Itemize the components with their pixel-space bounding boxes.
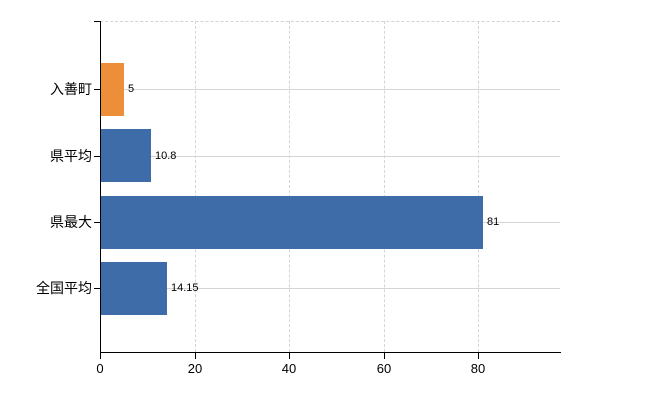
x-tick: [384, 353, 385, 359]
x-tick: [195, 353, 196, 359]
bar-県最大: [100, 196, 483, 249]
y-axis-line: [100, 21, 101, 352]
x-tick: [289, 353, 290, 359]
value-label: 10.8: [155, 150, 177, 162]
horizontal-gridline: [100, 288, 560, 289]
y-tick: [94, 21, 100, 22]
category-label: 入善町: [50, 81, 92, 97]
y-tick: [94, 156, 100, 157]
y-tick: [94, 222, 100, 223]
x-tick-label: 0: [96, 361, 104, 376]
x-tick-label: 20: [187, 361, 203, 376]
x-tick: [478, 353, 479, 359]
value-label: 5: [128, 83, 135, 95]
category-label: 県平均: [50, 148, 92, 164]
y-tick: [94, 89, 100, 90]
plot-top-border: [100, 21, 560, 22]
bar-全国平均: [100, 262, 167, 315]
x-axis-line: [100, 352, 561, 353]
vertical-gridline: [478, 21, 479, 352]
vertical-gridline: [289, 21, 290, 352]
x-tick-label: 80: [470, 361, 486, 376]
x-tick: [100, 353, 101, 359]
y-tick: [94, 288, 100, 289]
category-label: 県最大: [50, 214, 92, 230]
plot-area: 5 10.8 81 14.15: [100, 21, 560, 352]
x-tick-label: 60: [376, 361, 392, 376]
bar-入善町: [100, 63, 124, 116]
value-label: 81: [487, 216, 500, 228]
x-tick-label: 40: [281, 361, 297, 376]
value-label: 14.15: [171, 282, 199, 294]
horizontal-gridline: [100, 156, 560, 157]
category-label: 全国平均: [36, 280, 92, 296]
bar-県平均: [100, 129, 151, 182]
vertical-gridline: [195, 21, 196, 352]
horizontal-gridline: [100, 89, 560, 90]
vertical-gridline: [384, 21, 385, 352]
